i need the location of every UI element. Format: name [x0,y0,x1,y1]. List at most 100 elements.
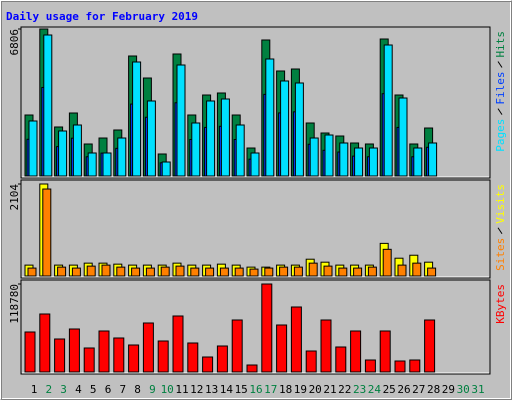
x-tick-label: 12 [190,383,203,396]
bar [39,313,51,373]
bar [293,266,303,277]
x-tick-label: 17 [264,383,277,396]
bar [364,359,376,373]
bar [280,80,290,177]
bar [157,340,169,373]
x-tick-label: 31 [471,383,484,396]
x-tick-label: 11 [175,383,188,396]
x-tick-label: 26 [397,383,410,396]
bar [368,147,378,177]
bar [42,188,52,277]
bar [98,330,110,373]
bar [265,58,275,177]
bar [54,338,66,373]
bar [117,137,127,177]
legend-entry: Files [494,72,507,105]
bar [191,122,201,177]
bar [231,319,243,373]
bar [276,324,288,373]
bar [246,364,258,373]
bar [57,266,67,277]
x-tick-label: 27 [412,383,425,396]
bar [250,152,260,177]
bar [216,345,228,373]
bar [367,266,377,277]
y-tick-label: 6806 [8,29,21,56]
x-tick-label: 2 [45,383,52,396]
bar [305,350,317,373]
bar [175,265,185,277]
bar [350,330,362,373]
x-tick-label: 28 [427,383,440,396]
bar [398,97,408,177]
bar [87,152,97,177]
bar [279,266,289,277]
bar [261,283,273,373]
bar [27,267,37,277]
legend-entry: Hits [494,31,507,58]
bar [101,264,111,277]
bar [176,64,186,177]
bar [72,124,82,177]
x-tick-label: 19 [294,383,307,396]
bar [383,44,393,177]
x-tick-label: 24 [368,383,382,396]
bar [142,322,154,373]
bar [116,266,126,277]
bar [339,142,349,177]
bar [132,61,142,177]
bar [71,267,81,277]
x-tick-label: 25 [383,383,396,396]
bar [294,82,304,177]
bar [234,267,244,277]
bar [190,267,200,277]
bar [172,315,184,373]
bar [205,267,215,277]
bar [220,98,230,177]
legend-separator [497,61,503,68]
bar [427,267,437,277]
x-tick-label: 23 [353,383,366,396]
legend-entry: Pages [494,119,507,152]
legend-separator [497,108,503,115]
y-tick-label: 2104 [8,184,21,211]
legend-separator [497,227,503,235]
x-tick-label: 14 [220,383,234,396]
chart-title: Daily usage for February 2019 [6,10,198,23]
bar [68,328,80,373]
bar [235,124,245,177]
bar [290,306,302,373]
bar [249,268,259,277]
bar [43,34,53,177]
bar [161,161,171,177]
x-tick-label: 30 [457,383,470,396]
x-tick-label: 29 [442,383,455,396]
x-tick-label: 3 [60,383,67,396]
bar [187,342,199,373]
legend-entry: Visits [494,184,507,224]
x-tick-label: 13 [205,383,218,396]
bar [206,100,216,177]
bar [58,130,68,177]
bar [202,356,214,373]
x-tick-label: 22 [338,383,351,396]
x-tick-label: 21 [323,383,336,396]
bar [379,330,391,373]
bar [394,360,406,373]
bar [323,265,333,277]
bar [102,152,112,177]
bar [160,266,170,277]
x-tick-label: 16 [249,383,262,396]
legend-entry: Sites [494,238,507,271]
bar [309,137,319,177]
bar [113,337,125,373]
bar [338,267,348,277]
bar [128,344,140,373]
x-tick-label: 5 [90,383,97,396]
bar [397,264,407,277]
bar [219,267,229,277]
bar [264,267,274,277]
